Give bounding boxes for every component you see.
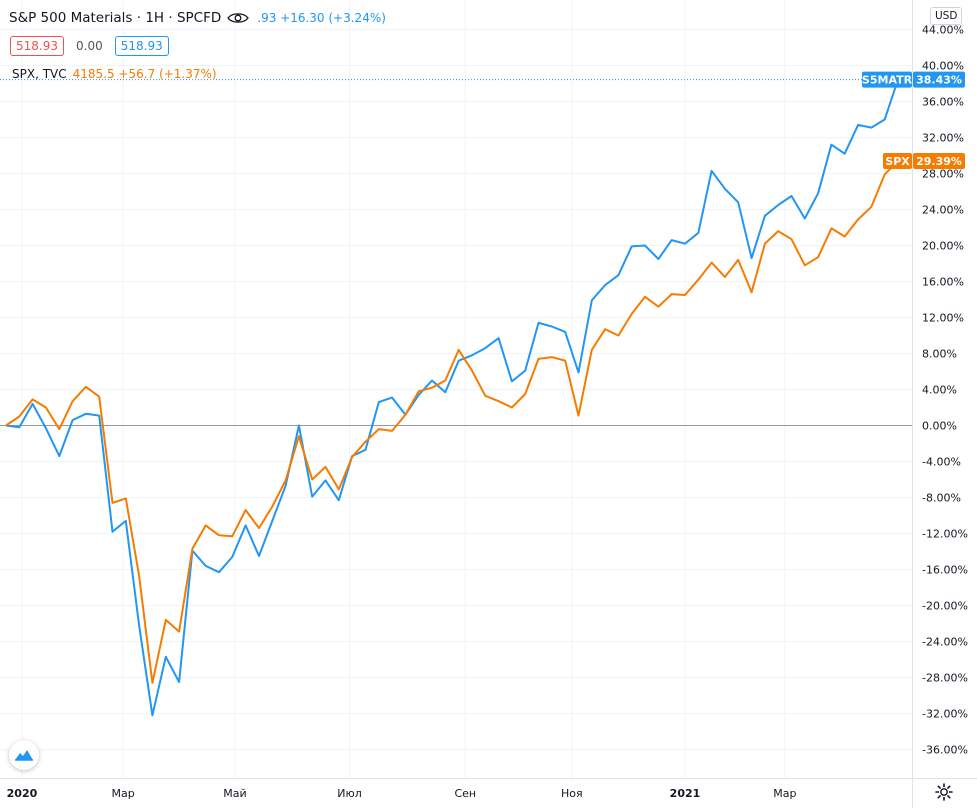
main-series-change: .93 +16.30 (+3.24%) bbox=[257, 11, 386, 25]
compare-value: 4185.5 +56.7 (+1.37%) bbox=[72, 67, 217, 81]
series-value-label: 38.43% bbox=[916, 74, 962, 87]
series-name-label: S5MATR bbox=[862, 74, 913, 87]
y-tick-label: -24.00% bbox=[922, 636, 968, 649]
x-tick-label: Май bbox=[223, 787, 246, 800]
series-name-label: SPX bbox=[885, 155, 910, 168]
y-tick-label: 8.00% bbox=[922, 348, 957, 361]
price-scale[interactable]: 44.00% 40.00% 36.00% 32.00% 28.00% 24.00% 20.0… bbox=[922, 24, 968, 757]
main-series-legend[interactable]: S&P 500 Materials · 1H · SPCFD .93 +16.3… bbox=[0, 5, 386, 31]
symbol-title-box[interactable]: S&P 500 Materials · 1H · SPCFD bbox=[0, 10, 256, 26]
series-value-label: 29.39% bbox=[916, 155, 962, 168]
series-name-tag bbox=[883, 152, 912, 169]
y-tick-label: 16.00% bbox=[922, 276, 964, 289]
spread-value: 0.00 bbox=[76, 39, 103, 53]
tradingview-logo-icon[interactable] bbox=[9, 740, 39, 770]
currency-button[interactable]: USD bbox=[930, 7, 963, 25]
series-lines bbox=[5, 79, 899, 717]
y-tick-label: 44.00% bbox=[922, 24, 964, 37]
y-tick-label: 4.00% bbox=[922, 384, 957, 397]
y-tick-label: -8.00% bbox=[922, 492, 961, 505]
series-line-s5matr bbox=[5, 79, 899, 717]
ask-price[interactable]: 518.93 bbox=[114, 36, 169, 56]
series-value-tag bbox=[913, 152, 965, 169]
y-tick-label: -4.00% bbox=[922, 456, 961, 469]
last-value-tags: S5MATR 38.43% SPX 29.39% bbox=[0, 71, 965, 169]
y-tick-label: 28.00% bbox=[922, 168, 964, 181]
last-value-tag-spx: SPX 29.39% bbox=[883, 152, 965, 169]
cloud-logo-icon bbox=[15, 750, 33, 761]
series-value-tag bbox=[913, 71, 965, 88]
y-tick-label: -20.00% bbox=[922, 600, 968, 613]
y-tick-label: 32.00% bbox=[922, 132, 964, 145]
y-tick-label: 0.00% bbox=[922, 420, 957, 433]
y-tick-label: 36.00% bbox=[922, 96, 964, 109]
x-tick-label: Июл bbox=[337, 787, 362, 800]
last-value-tag-s5matr: S5MATR 38.43% bbox=[862, 71, 965, 88]
x-tick-label: Мар bbox=[112, 787, 135, 800]
series-name-tag bbox=[862, 71, 912, 88]
eye-icon[interactable] bbox=[227, 11, 250, 25]
compare-symbol[interactable]: SPX, TVC bbox=[12, 67, 67, 81]
y-tick-label: -12.00% bbox=[922, 528, 968, 541]
y-tick-label: -28.00% bbox=[922, 672, 968, 685]
x-tick-label: 2021 bbox=[670, 787, 701, 800]
y-tick-label: -36.00% bbox=[922, 744, 968, 757]
grid-lines bbox=[0, 0, 912, 778]
y-tick-label: 40.00% bbox=[922, 60, 964, 73]
y-tick-label: 24.00% bbox=[922, 204, 964, 217]
symbol-title[interactable]: S&P 500 Materials · 1H · SPCFD bbox=[9, 10, 222, 26]
time-scale-border bbox=[0, 778, 977, 779]
y-tick-label: -32.00% bbox=[922, 708, 968, 721]
y-tick-label: 20.00% bbox=[922, 240, 964, 253]
y-tick-label: -16.00% bbox=[922, 564, 968, 577]
x-tick-label: 2020 bbox=[7, 787, 38, 800]
price-scale-border bbox=[912, 0, 913, 808]
x-tick-label: Ноя bbox=[561, 787, 583, 800]
y-tick-label: 12.00% bbox=[922, 312, 964, 325]
compare-series-legend[interactable]: SPX, TVC 4185.5 +56.7 (+1.37%) bbox=[12, 67, 217, 81]
time-scale[interactable]: 2020 Мар Май Июл Сен Ноя 2021 Мар bbox=[7, 787, 797, 800]
x-tick-label: Сен bbox=[454, 787, 476, 800]
bid-price[interactable]: 518.93 bbox=[10, 36, 64, 56]
series-line-spx bbox=[5, 160, 899, 684]
gear-icon[interactable] bbox=[934, 782, 954, 802]
bid-ask-row: 518.93 0.00 518.93 bbox=[10, 36, 169, 56]
x-tick-label: Мар bbox=[773, 787, 796, 800]
